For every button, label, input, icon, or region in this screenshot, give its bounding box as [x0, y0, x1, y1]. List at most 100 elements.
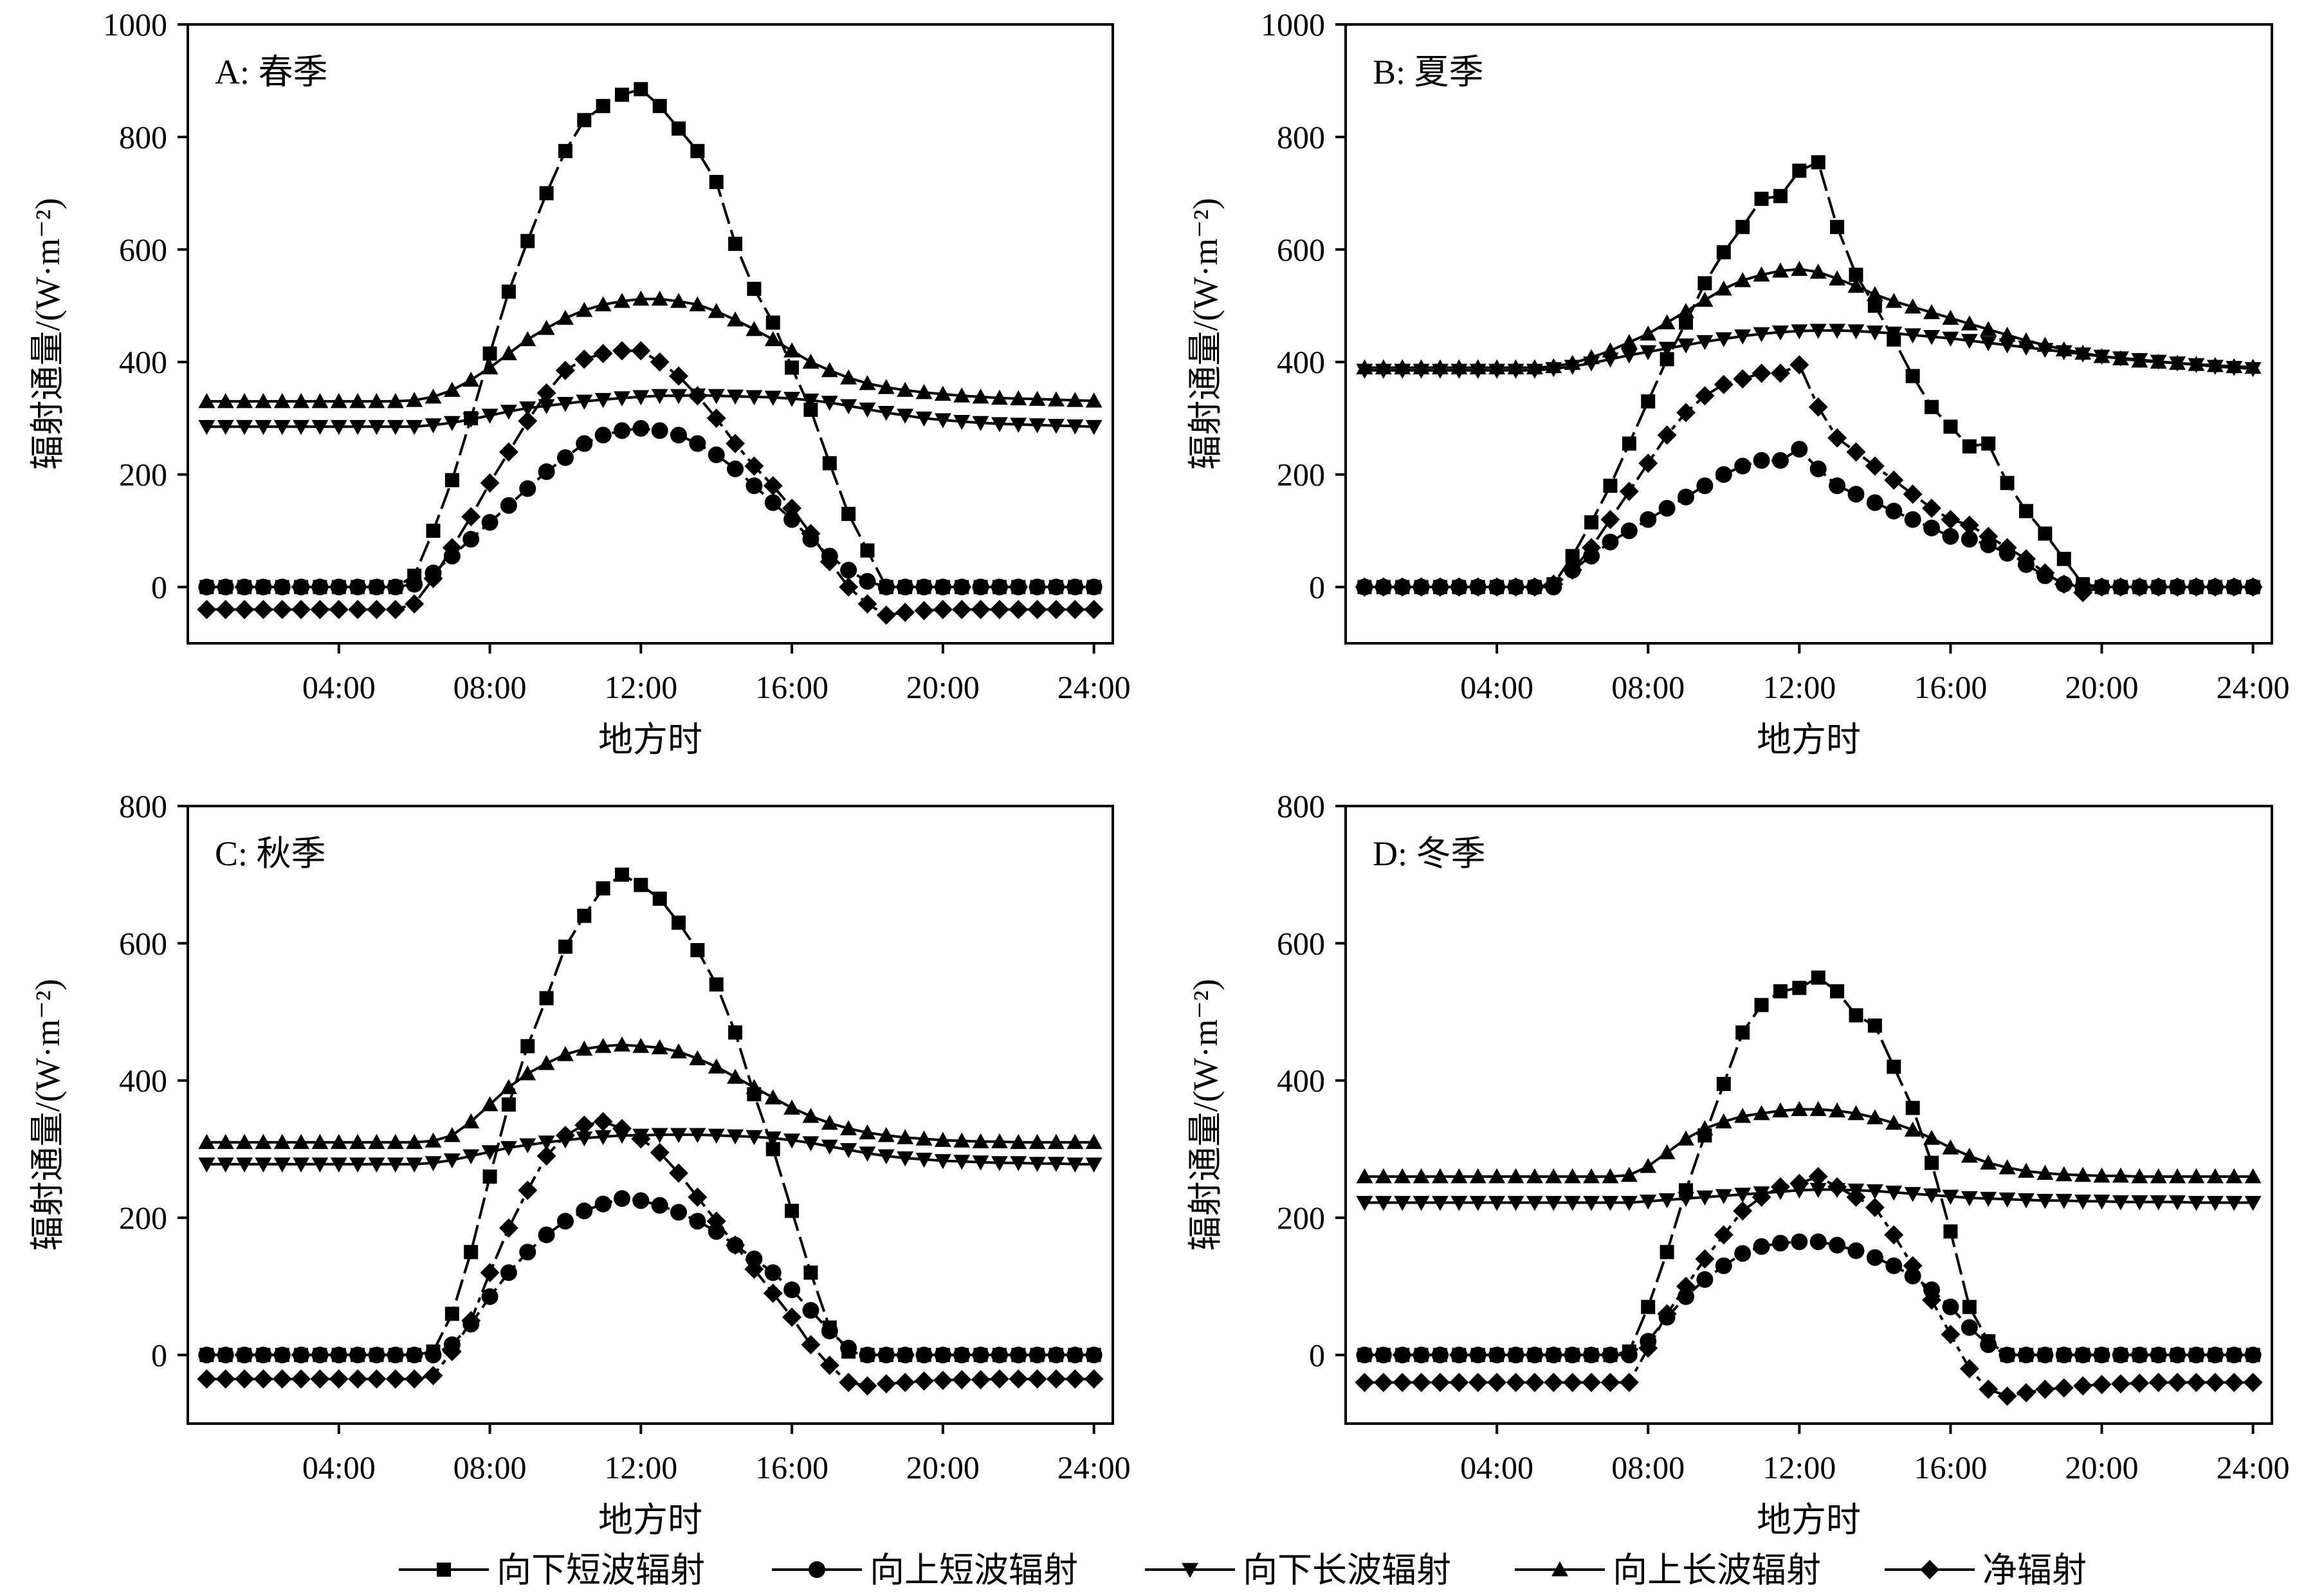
data-point [802, 393, 819, 409]
data-point [1771, 1234, 1789, 1252]
data-point [914, 1371, 934, 1391]
data-point [368, 1133, 385, 1150]
data-point [785, 360, 800, 375]
data-point [1507, 1168, 1524, 1184]
data-point [670, 1043, 688, 1059]
data-point [2130, 577, 2150, 597]
data-point [1827, 1177, 1847, 1197]
data-point [1942, 1189, 1959, 1205]
data-point [1923, 1130, 1941, 1145]
data-point [1620, 1166, 1638, 1182]
data-point [423, 1366, 443, 1386]
data-point [632, 290, 650, 306]
data-point [1640, 326, 1657, 341]
data-point [217, 1133, 234, 1150]
data-point [708, 1223, 725, 1240]
data-point [1979, 526, 1999, 546]
data-point [1847, 1242, 1865, 1260]
data-point [311, 1133, 329, 1150]
data-point [2110, 1374, 2130, 1394]
data-point [1603, 479, 1618, 493]
data-point [1411, 577, 1431, 597]
data-point [972, 416, 989, 432]
data-point [669, 1163, 689, 1183]
data-point [1885, 502, 1903, 520]
data-point [2188, 1196, 2205, 1211]
data-point [1029, 390, 1046, 406]
data-point [443, 381, 461, 397]
data-point [423, 569, 443, 589]
data-point [839, 577, 859, 597]
data-point [689, 296, 706, 311]
data-point [933, 1370, 953, 1390]
data-point [1884, 470, 1904, 490]
data-point [764, 1264, 782, 1281]
data-point [1885, 293, 1903, 308]
data-point [1047, 1346, 1065, 1364]
legend-label: 向下短波辐射 [497, 1551, 705, 1590]
data-point [1961, 334, 1978, 349]
data-point [2017, 1346, 2035, 1364]
data-point [555, 360, 575, 380]
data-point [1658, 342, 1676, 357]
data-point [897, 1346, 914, 1364]
data-point [1356, 1196, 1373, 1211]
x-tick-label: 24:00 [1057, 1449, 1131, 1485]
data-point [1677, 1191, 1694, 1207]
data-point [2188, 1168, 2205, 1184]
data-point [915, 578, 933, 596]
data-point [1393, 1373, 1413, 1392]
data-point [198, 392, 215, 408]
data-point [631, 341, 651, 361]
data-point [198, 1133, 215, 1150]
data-point [953, 387, 971, 403]
data-point [1999, 1192, 2016, 1208]
data-point [1811, 970, 1825, 985]
data-point [499, 442, 518, 462]
data-point [520, 234, 535, 248]
data-point [953, 578, 971, 596]
x-tick-label: 08:00 [453, 1449, 527, 1485]
data-point [689, 435, 706, 452]
data-point [1619, 481, 1639, 501]
data-point [1980, 321, 1997, 336]
data-point [426, 524, 441, 538]
data-point [2056, 551, 2071, 566]
data-point [728, 237, 743, 252]
data-point [1620, 348, 1638, 364]
data-point [764, 1131, 782, 1147]
data-point [291, 1369, 311, 1389]
data-point [1600, 1373, 1620, 1392]
data-point [2110, 577, 2130, 597]
data-point [2093, 1195, 2110, 1210]
data-point [897, 1129, 914, 1144]
data-point [1029, 1346, 1046, 1364]
data-point [859, 1146, 876, 1162]
data-point [840, 1120, 857, 1135]
data-point [1468, 1373, 1488, 1392]
data-point [1961, 1148, 1978, 1163]
data-point [593, 344, 613, 363]
y-tick-label: 800 [119, 119, 167, 155]
data-point [2131, 352, 2148, 368]
data-point [444, 473, 459, 488]
series-diamond [1355, 355, 2263, 603]
plot-frame [187, 805, 1114, 1425]
data-point [1733, 369, 1753, 389]
data-point [634, 877, 648, 892]
data-point [1545, 1346, 1562, 1364]
data-point [859, 402, 876, 418]
y-tick-label: 400 [119, 1063, 167, 1099]
data-point [821, 1114, 838, 1130]
data-point [876, 1374, 896, 1394]
series-triangle-down [198, 388, 1103, 436]
data-point [1866, 286, 1883, 302]
data-point [1885, 326, 1903, 342]
data-point [1582, 538, 1602, 558]
series-line [206, 1197, 1094, 1357]
data-point [1980, 1154, 1997, 1170]
x-tick-label: 12:00 [1762, 669, 1836, 705]
data-point [387, 578, 404, 596]
data-point [2055, 1166, 2073, 1182]
data-point [914, 601, 934, 621]
